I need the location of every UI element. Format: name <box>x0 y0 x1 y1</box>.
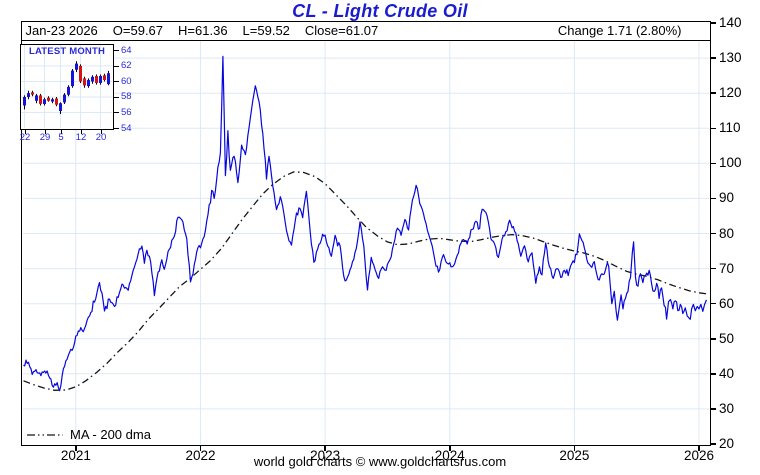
y-axis-tick <box>710 92 716 94</box>
y-axis-tick <box>710 57 716 59</box>
y-axis-tick <box>710 338 716 340</box>
inset-y-tick <box>114 65 119 67</box>
y-axis-tick <box>710 162 716 165</box>
x-axis-tick <box>75 446 77 451</box>
y-axis-label: 70 <box>719 260 735 276</box>
x-axis-label: 2022 <box>185 448 216 463</box>
inset-y-label: 56 <box>121 106 132 118</box>
y-axis-tick <box>710 127 716 129</box>
ma-legend: MA - 200 dma <box>27 427 151 442</box>
inset-x-tick <box>44 130 46 134</box>
x-axis-tick <box>324 446 326 451</box>
y-axis-label: 60 <box>719 295 735 311</box>
inset-y-label: 62 <box>121 60 132 72</box>
y-axis-label: 110 <box>719 120 741 136</box>
x-axis-label: 2021 <box>60 448 91 463</box>
inset-title: LATEST MONTH <box>28 46 106 57</box>
inset-y-tick <box>114 81 119 83</box>
y-axis-tick <box>710 373 716 375</box>
inset-x-tick <box>60 130 62 134</box>
y-axis-label: 30 <box>719 400 735 416</box>
main-plot-area: Jan-23 2026 O=59.67 H=61.36 L=59.52 Clos… <box>20 20 711 446</box>
x-axis-label: 2023 <box>310 448 341 463</box>
y-axis-label: 100 <box>719 155 742 171</box>
y-axis-tick <box>710 267 716 270</box>
x-axis-tick <box>573 446 576 451</box>
inset-y-tick <box>114 50 119 52</box>
inset-y-label: 58 <box>121 91 132 103</box>
dashdot-line-sample <box>27 433 63 436</box>
y-axis-label: 80 <box>719 225 735 241</box>
ohlc-close: Close=61.07 <box>304 23 379 38</box>
inset-x-tick <box>24 130 26 134</box>
y-axis-label: 50 <box>719 330 735 346</box>
inset-x-tick <box>100 130 102 134</box>
inset-x-label: 5 <box>58 132 64 143</box>
x-axis-tick <box>698 446 700 451</box>
y-axis-tick <box>710 232 716 235</box>
x-axis-label: 2025 <box>559 448 590 463</box>
ohlc-low: L=59.52 <box>242 23 290 38</box>
y-axis-label: 120 <box>719 85 742 101</box>
inset-x-label: 22 <box>19 132 31 143</box>
inset-y-tick <box>114 112 119 114</box>
inset-x-label: 20 <box>95 132 107 143</box>
chart-title: CL - Light Crude Oil <box>292 1 468 21</box>
y-axis-label: 90 <box>719 190 735 206</box>
copyright-footer: world gold charts © www.goldchartsrus.co… <box>253 454 507 469</box>
ma-legend-label: MA - 200 dma <box>70 427 151 442</box>
inset-x-label: 29 <box>39 132 51 143</box>
inset-y-label: 64 <box>121 44 132 56</box>
inset-candlestick-svg <box>21 45 112 128</box>
price-chart-svg <box>22 40 709 444</box>
y-axis-label: 140 <box>719 15 742 30</box>
ohlc-date: Jan-23 2026 <box>25 23 98 38</box>
y-axis-tick <box>710 443 716 445</box>
x-axis-tick <box>199 446 202 451</box>
ohlc-open: O=59.67 <box>112 23 164 38</box>
ohlc-high: H=61.36 <box>178 23 228 38</box>
ohlc-header: Jan-23 2026 O=59.67 H=61.36 L=59.52 Clos… <box>21 22 710 41</box>
y-axis-tick <box>710 302 716 305</box>
inset-y-tick <box>114 128 119 129</box>
x-axis-label: 2026 <box>683 448 715 463</box>
y-axis-label: 20 <box>719 436 735 451</box>
x-axis-tick <box>449 446 451 451</box>
inset-x-label: 12 <box>75 132 87 143</box>
y-axis-tick <box>710 22 716 24</box>
inset-chart <box>20 44 114 130</box>
inset-y-label: 54 <box>121 122 132 134</box>
y-axis-label: 40 <box>719 365 735 381</box>
inset-x-tick <box>80 130 82 134</box>
inset-y-label: 60 <box>121 75 132 87</box>
x-axis-label: 2024 <box>434 448 465 463</box>
y-axis-label: 130 <box>719 50 742 66</box>
y-axis-tick <box>710 408 716 410</box>
y-axis-tick <box>710 197 716 200</box>
inset-y-tick <box>114 96 119 98</box>
change-value: Change 1.71 (2.80%) <box>557 23 682 38</box>
